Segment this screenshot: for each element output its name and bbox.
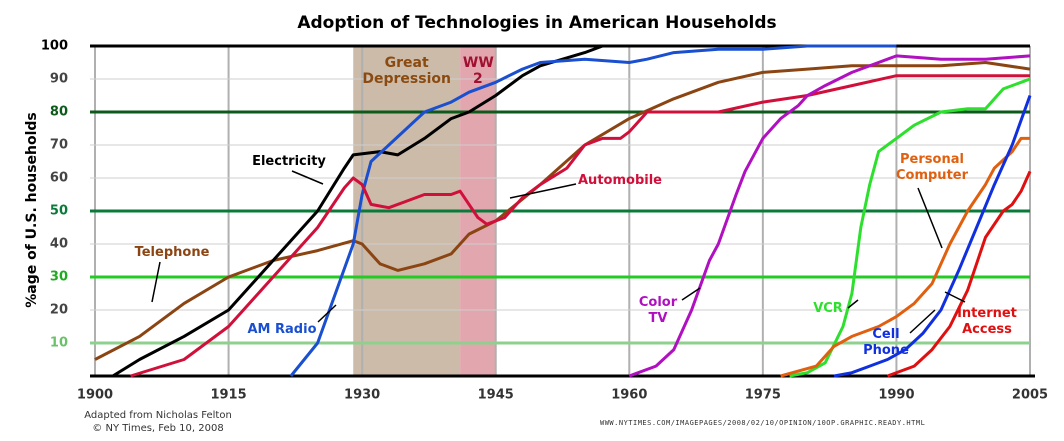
series-label: Internet Access [957,306,1017,337]
source-line: © NY Times, Feb 10, 2008 [92,423,224,434]
y-tick-label: 80 [50,105,68,120]
y-tick-label: 20 [50,303,68,318]
leader-line [681,287,701,301]
source: Adapted from Nicholas Felton © NY Times, … [58,409,258,435]
x-tick-label: 1930 [344,388,380,403]
series-label: VCR [813,301,843,316]
x-tick-label: 1900 [77,388,113,403]
leader-line [917,187,943,249]
series-label: Cell Phone [863,327,909,358]
series-line [112,44,612,378]
y-tick-label: 50 [50,204,68,219]
period-label: Great Depression [362,55,451,87]
period-label: WW 2 [462,55,494,87]
leader-line [509,183,577,199]
series-label: AM Radio [247,322,317,337]
y-tick-label: 40 [50,237,68,252]
leader-line [847,299,859,309]
series-label: Personal Computer [895,152,969,183]
y-tick-label: 70 [50,138,68,153]
series-label: Color TV [638,295,678,326]
leader-line [291,170,324,185]
x-tick-label: 1945 [478,388,514,403]
x-tick-label: 1990 [878,388,914,403]
url: WWW.NYTIMES.COM/IMAGEPAGES/2008/02/10/OP… [600,419,926,427]
series-line [887,170,1032,378]
series-label: Telephone [134,245,210,260]
y-tick-label: 100 [41,39,68,54]
leader-line [151,261,161,303]
series-label: Electricity [252,154,326,169]
x-tick-label: 2005 [1012,388,1048,403]
chart-title: Adoption of Technologies in American Hou… [297,13,776,33]
leader-line [909,309,936,334]
leader-line [944,291,966,303]
x-tick-label: 1915 [210,388,246,403]
x-tick-label: 1975 [745,388,781,403]
series-line [94,61,1031,361]
y-tick-label: 30 [50,270,68,285]
series-line [628,54,1031,378]
series-line [833,94,1032,378]
series-line [289,44,897,377]
source-line: Adapted from Nicholas Felton [84,410,232,421]
y-axis-label: %age of U.S. households [24,112,40,308]
y-tick-label: 10 [50,336,68,351]
leader-line [317,304,337,323]
series-line [130,74,1030,378]
x-tick-label: 1960 [611,388,647,403]
y-tick-label: 90 [50,72,68,87]
series-label: Automobile [578,173,662,188]
y-tick-label: 60 [50,171,68,186]
series-lines [94,44,1032,378]
